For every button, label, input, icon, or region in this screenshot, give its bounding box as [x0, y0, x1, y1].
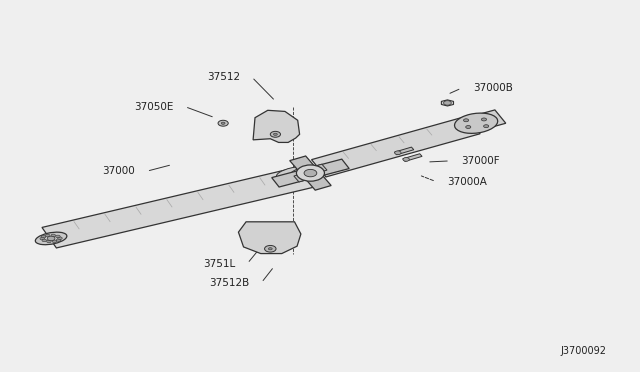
Circle shape: [40, 237, 44, 240]
Circle shape: [395, 151, 401, 155]
Circle shape: [221, 122, 225, 124]
Circle shape: [264, 246, 276, 252]
Ellipse shape: [291, 166, 324, 177]
Text: 37050E: 37050E: [134, 102, 173, 112]
Circle shape: [56, 235, 60, 238]
Circle shape: [481, 118, 486, 121]
Circle shape: [304, 169, 317, 177]
Polygon shape: [272, 159, 349, 187]
Polygon shape: [312, 116, 480, 177]
Text: 37512B: 37512B: [210, 278, 250, 288]
Circle shape: [51, 234, 56, 237]
Circle shape: [45, 234, 50, 237]
Polygon shape: [239, 222, 301, 254]
Polygon shape: [42, 167, 314, 248]
Circle shape: [47, 236, 55, 241]
Circle shape: [56, 239, 61, 241]
Text: 37000F: 37000F: [461, 156, 500, 166]
Ellipse shape: [276, 167, 312, 180]
Ellipse shape: [302, 165, 332, 175]
Text: 37000B: 37000B: [473, 83, 513, 93]
Polygon shape: [290, 156, 331, 190]
Circle shape: [47, 240, 51, 243]
Polygon shape: [403, 154, 422, 161]
Polygon shape: [253, 110, 300, 142]
Circle shape: [466, 125, 471, 128]
Ellipse shape: [454, 113, 498, 134]
Circle shape: [484, 125, 489, 128]
Polygon shape: [307, 164, 327, 174]
Circle shape: [42, 235, 45, 238]
Circle shape: [58, 237, 62, 240]
Text: 37000: 37000: [102, 166, 135, 176]
Circle shape: [296, 165, 324, 181]
Text: J3700092: J3700092: [561, 346, 607, 356]
Circle shape: [273, 133, 277, 135]
Circle shape: [444, 101, 451, 105]
Ellipse shape: [311, 164, 338, 173]
Text: 3751L: 3751L: [204, 259, 236, 269]
Ellipse shape: [35, 232, 67, 245]
Polygon shape: [394, 147, 414, 155]
Circle shape: [270, 131, 280, 137]
Polygon shape: [470, 110, 506, 130]
Circle shape: [463, 119, 468, 122]
Circle shape: [52, 240, 57, 243]
Text: 37000A: 37000A: [447, 177, 487, 187]
Circle shape: [268, 248, 272, 250]
Polygon shape: [442, 100, 454, 106]
Circle shape: [403, 158, 410, 161]
Circle shape: [218, 120, 228, 126]
Text: 37512: 37512: [207, 72, 241, 82]
Circle shape: [42, 239, 47, 242]
Polygon shape: [294, 171, 314, 182]
